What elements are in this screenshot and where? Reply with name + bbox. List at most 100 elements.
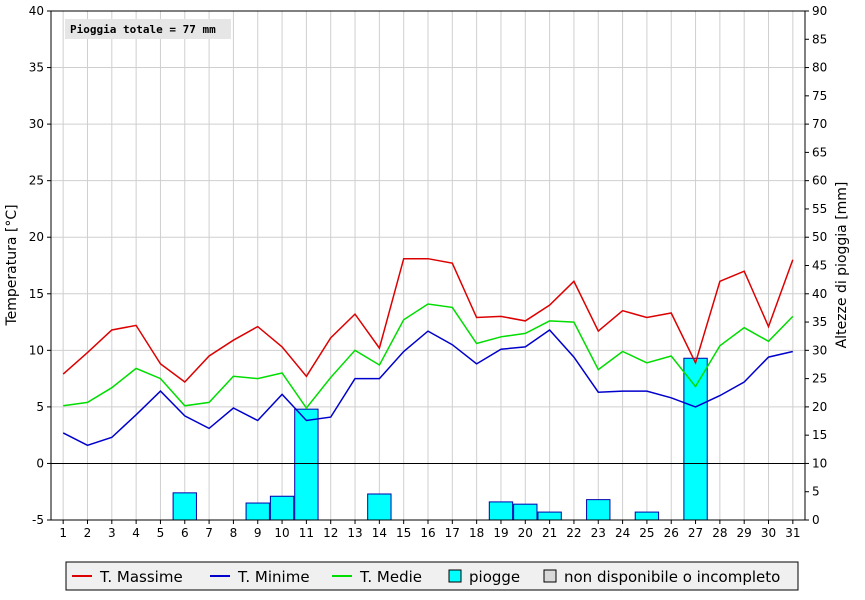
x-tick-label: 28 (712, 526, 727, 540)
legend-swatch-box (543, 569, 557, 583)
rain-bar (683, 357, 708, 521)
x-tick-label: 13 (347, 526, 362, 540)
x-tick-label: 26 (664, 526, 679, 540)
y-right-tick-label: 65 (812, 145, 827, 159)
series-line-t-massime (62, 257, 794, 384)
y-right-tick-label: 35 (812, 315, 827, 329)
rain-bars (172, 357, 708, 521)
total-rain-note: Pioggia totale = 77 mm (65, 19, 231, 39)
x-tick-label: 5 (157, 526, 165, 540)
x-tick-label: 20 (518, 526, 533, 540)
rain-bar (367, 493, 392, 521)
y-right-tick-label: 30 (812, 343, 827, 357)
right-axis-ticks: 0 5 10 15 20 25 30 35 40 45 50 55 60 65 70 75 80 85 90 (805, 4, 827, 527)
rain-bar (537, 511, 562, 521)
legend-item: T. Minime (210, 568, 310, 586)
y-left-tick-label: 15 (29, 287, 44, 301)
y-left-tick-label: 10 (29, 343, 44, 357)
total-rain-text: Pioggia totale = 77 mm (70, 23, 216, 36)
legend-label: non disponibile o incompleto (564, 568, 780, 586)
y-left-tick-label: 5 (36, 400, 44, 414)
y-right-tick-label: 55 (812, 202, 827, 216)
x-tick-label: 14 (372, 526, 387, 540)
x-axis-ticks: 1 2 3 4 5 6 7 8 9 10 11 12 13 14 15 16 17 18 19 20 21 22 23 24 2… (59, 520, 800, 540)
legend-box (65, 561, 799, 591)
x-tick-label: 6 (181, 526, 189, 540)
x-tick-label: 9 (254, 526, 262, 540)
x-tick-label: 29 (737, 526, 752, 540)
y-right-tick-label: 85 (812, 32, 827, 46)
y-left-tick-label: 25 (29, 174, 44, 188)
y-right-tick-label: 20 (812, 400, 827, 414)
temperature-lines (62, 257, 794, 447)
y-left-tick-label: 20 (29, 230, 44, 244)
y-right-tick-label: 70 (812, 117, 827, 131)
y-right-tick-label: 60 (812, 174, 827, 188)
y-axis-right-label: Altezze di pioggia [mm] (834, 182, 850, 349)
legend-label: T. Massime (99, 568, 183, 586)
y-left-tick-label: 40 (29, 4, 44, 18)
x-tick-label: 19 (493, 526, 508, 540)
left-axis-ticks: -5 0 5 10 15 20 25 30 35 40 (29, 4, 51, 527)
y-right-tick-label: 0 (812, 513, 820, 527)
y-right-tick-label: 80 (812, 61, 827, 75)
rain-bar (513, 503, 538, 521)
x-tick-label: 11 (299, 526, 314, 540)
series-line-t-medie (63, 303, 794, 410)
x-tick-label: 31 (785, 526, 800, 540)
x-tick-label: 23 (591, 526, 606, 540)
rain-bar (488, 501, 514, 521)
y-right-tick-label: 5 (812, 485, 820, 499)
y-left-tick-label: 35 (29, 61, 44, 75)
rain-bar (586, 499, 611, 521)
note-background (65, 19, 231, 39)
legend-label: T. Minime (237, 568, 310, 586)
x-tick-label: 22 (566, 526, 581, 540)
x-tick-label: 10 (274, 526, 289, 540)
legend-swatch-box (448, 569, 462, 583)
x-tick-label: 24 (615, 526, 630, 540)
legend-item: non disponibile o incompleto (543, 568, 780, 586)
rain-bar (269, 495, 295, 521)
x-tick-label: 1 (59, 526, 67, 540)
x-tick-label: 8 (230, 526, 238, 540)
x-tick-label: 25 (639, 526, 654, 540)
y-right-tick-label: 90 (812, 4, 827, 18)
x-tick-label: 21 (542, 526, 557, 540)
legend-label: T. Medie (359, 568, 422, 586)
x-tick-label: 12 (323, 526, 338, 540)
x-tick-label: 16 (420, 526, 435, 540)
x-tick-label: 4 (132, 526, 140, 540)
legend-item: piogge (448, 568, 520, 586)
x-tick-label: 7 (205, 526, 213, 540)
rain-bar (172, 492, 197, 521)
rain-bar (294, 408, 319, 521)
x-tick-label: 3 (108, 526, 116, 540)
legend: T. Massime T. Minime T. Medie piogge non dis… (65, 561, 799, 591)
y-left-tick-label: 0 (36, 456, 44, 470)
x-tick-label: 18 (469, 526, 484, 540)
y-right-tick-label: 15 (812, 428, 827, 442)
x-tick-label: 2 (84, 526, 92, 540)
y-left-tick-label: -5 (32, 513, 44, 527)
y-right-tick-label: 40 (812, 287, 827, 301)
series-line-t-minime (62, 329, 793, 447)
legend-item: T. Medie (332, 568, 422, 586)
x-tick-label: 17 (445, 526, 460, 540)
y-axis-left-label: Temperatura [°C] (4, 204, 20, 326)
y-right-tick-label: 25 (812, 372, 827, 386)
y-right-tick-label: 50 (812, 230, 827, 244)
legend-label: piogge (469, 568, 520, 586)
y-right-tick-label: 75 (812, 89, 827, 103)
x-tick-label: 15 (396, 526, 411, 540)
legend-item: T. Massime (72, 568, 183, 586)
y-left-tick-label: 30 (29, 117, 44, 131)
x-tick-label: 30 (761, 526, 776, 540)
x-tick-label: 27 (688, 526, 703, 540)
rain-bar (634, 511, 660, 521)
y-right-tick-label: 10 (812, 456, 827, 470)
y-right-tick-label: 45 (812, 259, 827, 273)
rain-bar (245, 502, 270, 521)
grid (51, 10, 805, 521)
